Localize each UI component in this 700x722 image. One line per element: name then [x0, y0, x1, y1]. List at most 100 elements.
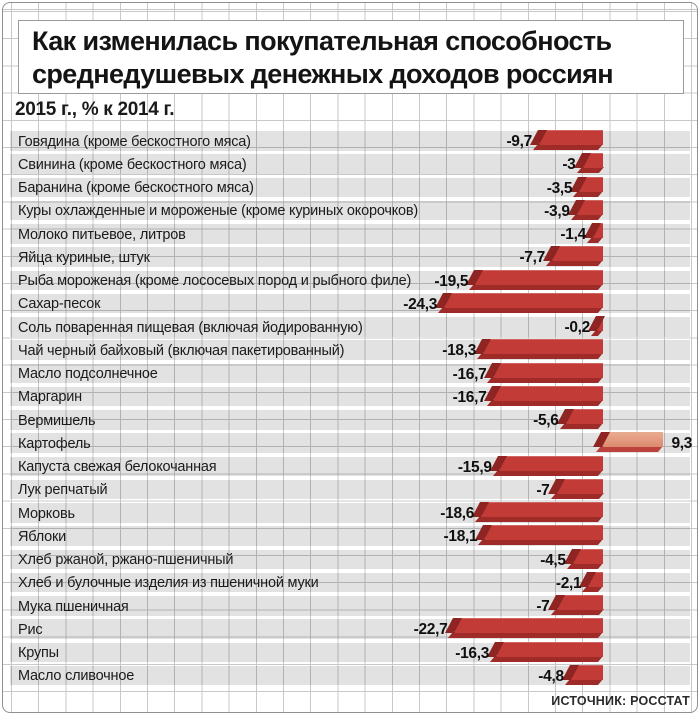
category-label: Чай черный байховый (включая пакетирован… [18, 342, 345, 359]
bar [489, 455, 603, 477]
row-band [10, 247, 690, 267]
bar-face [593, 223, 603, 238]
category-label: Говядина (кроме бескостного мяса) [18, 133, 251, 150]
bar-face [571, 664, 603, 680]
bar-face [580, 176, 603, 192]
bar-face [566, 409, 603, 424]
bar [573, 153, 603, 174]
category-label: Яйца куриные, штук [18, 249, 150, 266]
bar-face [482, 502, 603, 517]
bar-face [445, 292, 603, 308]
category-label: Рыба мороженая (кроме лососевых пород и … [18, 273, 412, 289]
bar-face [557, 478, 603, 494]
row-band [10, 200, 690, 221]
row-band [10, 131, 690, 151]
bar-face [573, 548, 603, 564]
bar [474, 339, 603, 360]
category-label: Молоко питьевое, литров [18, 226, 186, 243]
value-label: -16,7 [452, 365, 487, 383]
bar-face [494, 385, 603, 401]
value-label: -7,7 [519, 249, 545, 267]
bar [475, 525, 603, 546]
bar [529, 130, 603, 151]
value-label: -5,6 [533, 412, 559, 429]
bar-face [494, 362, 603, 378]
bar [547, 478, 603, 500]
row-band [10, 224, 690, 244]
chart-title-line1: Как изменилась покупательная способность [32, 26, 612, 56]
bar [466, 269, 603, 291]
category-label: Капуста свежая белокочанная [18, 459, 217, 475]
category-label: Картофель [18, 435, 91, 452]
category-label: Яблоки [18, 528, 67, 545]
category-label: Масло сливочное [18, 668, 135, 685]
category-label: Мука пшеничная [18, 598, 129, 615]
value-label: -1,4 [560, 226, 586, 243]
value-label: -15,9 [457, 458, 492, 476]
row-band [10, 549, 690, 569]
bar-face [455, 618, 603, 634]
bar-face [485, 525, 603, 541]
bar [542, 246, 603, 267]
row-band [10, 665, 690, 686]
value-label: -9,7 [506, 133, 532, 150]
bar-face [499, 455, 603, 471]
value-label: 9,3 [671, 435, 693, 453]
value-label: -18,1 [443, 528, 478, 546]
bar-face [577, 199, 603, 215]
value-label: -3 [562, 156, 576, 174]
bar [588, 316, 605, 337]
bar [435, 292, 603, 314]
value-label: -3,5 [546, 179, 573, 197]
category-label: Соль поваренная пищевая (включая йодиров… [18, 319, 363, 336]
bar-face [552, 246, 603, 262]
category-label: Морковь [18, 505, 75, 522]
value-label: -16,7 [452, 388, 487, 406]
bar [561, 664, 603, 686]
value-label: -22,7 [413, 621, 448, 639]
category-label: Сахар-песок [18, 296, 101, 313]
bar [593, 432, 664, 453]
bar [567, 199, 603, 221]
row-band [10, 596, 690, 616]
value-label: -7 [536, 481, 550, 499]
value-label: -19,5 [434, 272, 469, 290]
value-label: -4,8 [538, 667, 564, 685]
category-label: Лук репчатый [18, 482, 108, 499]
value-label: -7 [536, 598, 550, 615]
value-label: -4,5 [540, 551, 566, 569]
bar-face [484, 339, 603, 355]
value-label: -24,3 [403, 295, 438, 313]
value-label: -2,1 [555, 574, 582, 592]
row-band [10, 433, 690, 453]
value-label: -18,6 [440, 505, 475, 522]
category-label: Куры охлажденные и мороженые (кроме кури… [18, 203, 419, 220]
category-label: Масло подсолнечное [18, 366, 158, 382]
bar-face [603, 432, 664, 448]
row-band [10, 177, 690, 197]
chart-title-box: Как изменилась покупательная способность… [18, 20, 684, 94]
row-band [10, 479, 690, 500]
bar [547, 595, 603, 616]
chart-subtitle: 2015 г., % к 2014 г. [15, 99, 175, 120]
source-credit: ИСТОЧНИК: РОССТАТ [551, 694, 690, 708]
bar-face [539, 130, 603, 145]
category-label: Рис [18, 621, 43, 638]
bar [570, 176, 603, 198]
bar [472, 502, 603, 523]
bar-face [557, 595, 603, 610]
value-label: -18,3 [442, 342, 477, 360]
value-label: -16,3 [455, 644, 490, 662]
category-label: Свинина (кроме бескостного мяса) [18, 156, 247, 173]
row-band [10, 317, 690, 337]
bar-face [476, 269, 603, 285]
row-band [10, 410, 690, 430]
bar [579, 571, 603, 593]
bar [484, 385, 603, 407]
bar [563, 548, 603, 570]
bar [445, 618, 603, 639]
chart-title-line2: среднедушевых денежных доходов россиян [32, 59, 614, 89]
category-label: Хлеб и булочные изделия из пшеничной мук… [18, 575, 319, 592]
category-label: Хлеб ржаной, ржано-пшеничный [18, 552, 234, 568]
